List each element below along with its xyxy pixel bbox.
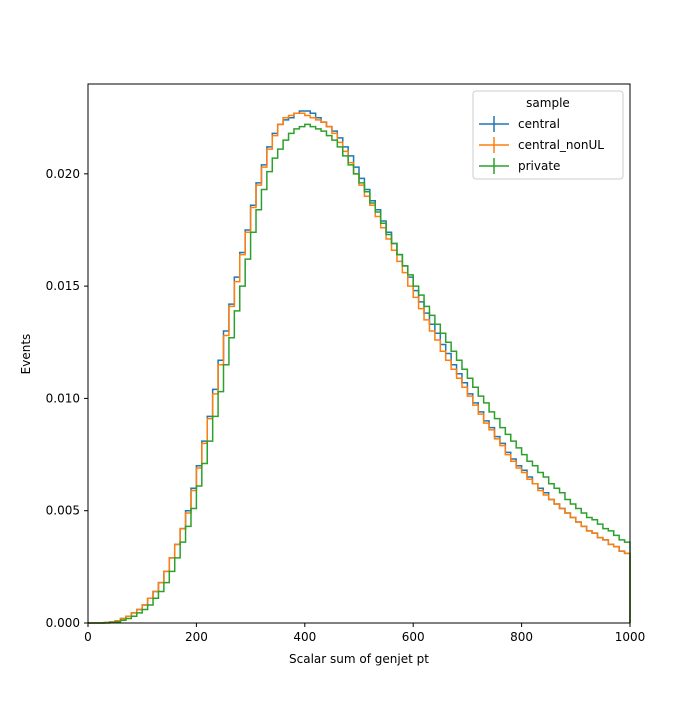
y-axis-label: Events (19, 334, 33, 375)
y-tick-label: 0.005 (46, 504, 80, 518)
y-tick-label: 0.015 (46, 279, 80, 293)
x-axis-label: Scalar sum of genjet pt (289, 652, 429, 666)
x-tick-label: 0 (84, 630, 92, 644)
legend-entry-central-nonUL: central_nonUL (479, 137, 604, 153)
y-tick-label: 0.020 (46, 167, 80, 181)
legend-label: central_nonUL (518, 138, 604, 152)
x-tick-label: 800 (510, 630, 533, 644)
series-line-private (88, 123, 631, 624)
plot-frame (87, 83, 631, 624)
y-tick-label: 0.000 (46, 616, 80, 630)
y-tick-label: 0.010 (46, 391, 80, 405)
x-tick-label: 400 (293, 630, 316, 644)
x-tick-label: 200 (185, 630, 208, 644)
legend-entry-central: central (479, 116, 560, 132)
axis-layer: 0 200 400 600 800 1000 0.000 0.005 0.010 0.015 0.0… (46, 167, 646, 644)
series-layer (88, 110, 631, 624)
legend-entry-private: private (479, 158, 560, 174)
legend-box (472, 90, 624, 180)
legend-title: sample (526, 96, 570, 110)
x-tick-label: 1000 (615, 630, 646, 644)
legend-label: private (518, 159, 560, 173)
legend-label: central (518, 117, 560, 131)
x-tick-label: 600 (402, 630, 425, 644)
